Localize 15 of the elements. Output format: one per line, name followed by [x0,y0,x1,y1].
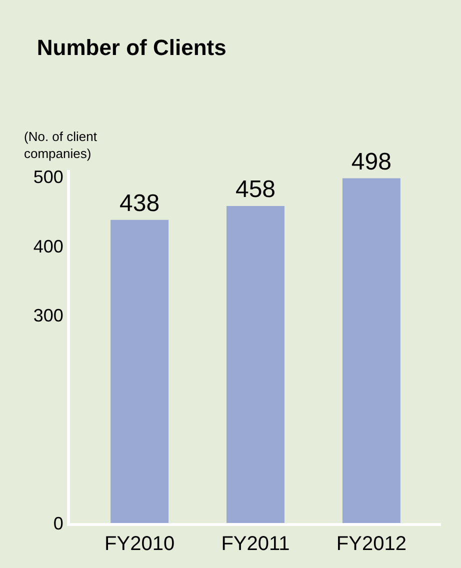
bar [342,178,400,523]
bar [226,206,284,523]
data-label: 438 [120,190,160,217]
y-tick-label: 300 [33,306,64,326]
chart-title: Number of Clients [36,35,226,60]
x-tick-label: FY2011 [221,533,290,555]
y-tick-label: 500 [33,167,64,188]
y-axis-title: (No. of client companies) [24,129,98,161]
y-tick-label: 400 [33,236,64,256]
data-label: 498 [351,148,392,176]
x-tick-label: FY2010 [104,533,175,555]
bar [110,220,169,523]
x-tick-label: FY2012 [336,533,406,555]
data-label: 458 [235,176,276,203]
y-tick-label: 0 [53,513,64,534]
